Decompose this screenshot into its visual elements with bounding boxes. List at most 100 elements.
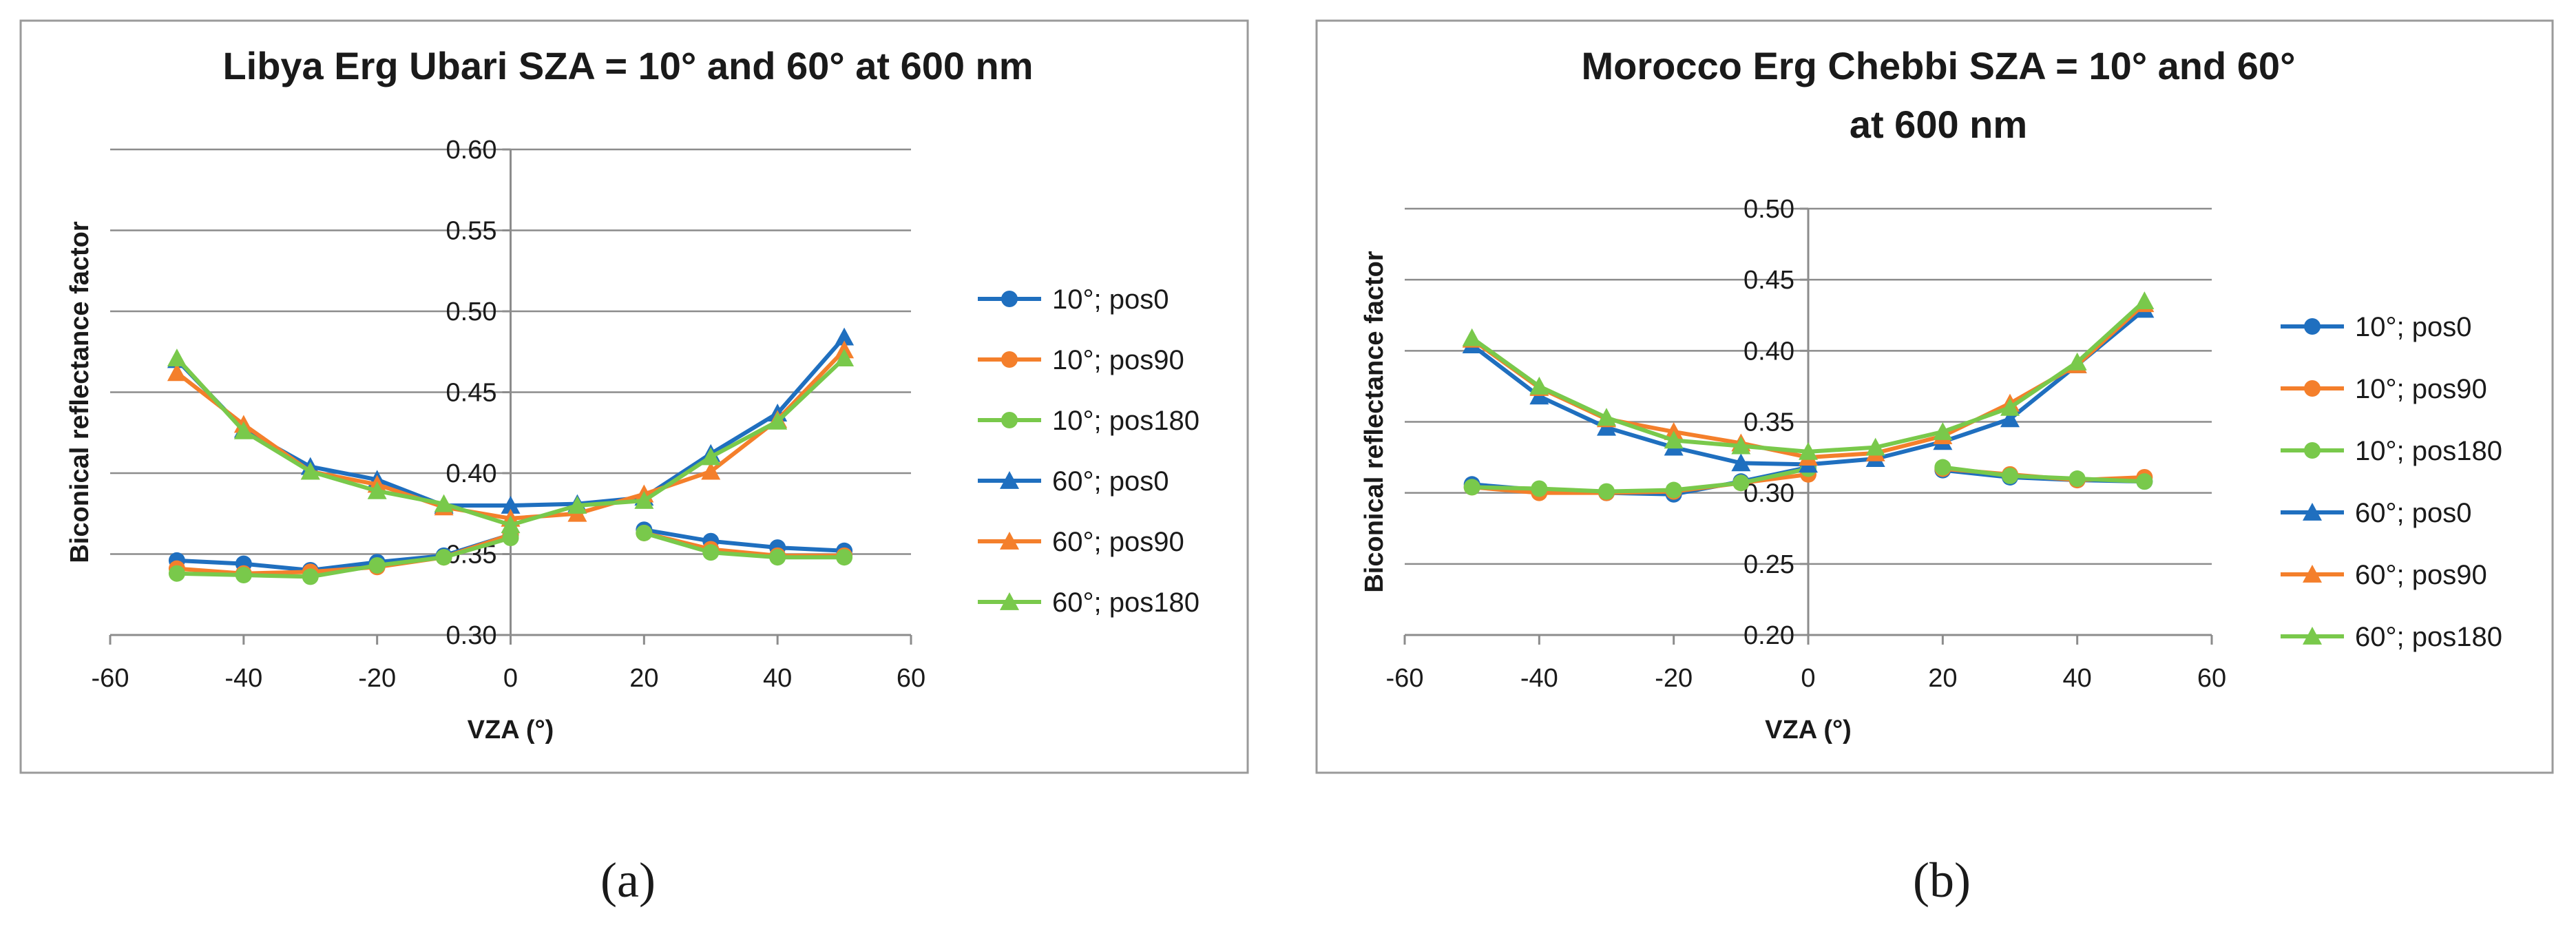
data-point — [701, 461, 721, 480]
x-tick-label: -40 — [224, 664, 262, 693]
x-tick-label: 20 — [629, 664, 658, 693]
data-point — [167, 363, 187, 382]
panel-label-a: (a) — [600, 853, 656, 908]
data-point — [2000, 397, 2020, 416]
data-point — [1934, 459, 1951, 476]
legend-label: 60°; pos0 — [1052, 466, 1169, 497]
legend-label: 10°; pos0 — [1052, 284, 1169, 315]
series-pos180-circle — [1463, 459, 2153, 500]
legend-label: 10°; pos90 — [2355, 374, 2487, 404]
y-tick-label: 0.45 — [446, 379, 497, 408]
series-line — [174, 536, 513, 579]
data-point — [1732, 475, 1750, 492]
chart-frame — [1315, 19, 2554, 774]
y-tick-label: 0.50 — [1743, 195, 1794, 224]
legend-marker — [2303, 627, 2322, 645]
data-point — [501, 515, 521, 534]
x-tick-label: 40 — [763, 664, 792, 693]
data-point — [302, 568, 319, 585]
series-line — [1469, 466, 1810, 494]
series-line — [642, 530, 847, 560]
series-line — [642, 528, 847, 553]
legend-label: 60°; pos0 — [2355, 498, 2471, 528]
x-tick-label: -60 — [92, 664, 129, 693]
y-tick-label: 0.35 — [1743, 408, 1794, 437]
legend-marker — [2304, 380, 2321, 397]
x-tick-label: 40 — [2063, 664, 2092, 693]
data-point — [1463, 479, 1480, 496]
x-tick-label: -60 — [1386, 664, 1424, 693]
series-pos180-triangle — [167, 348, 855, 534]
panel-label-b: (b) — [1913, 853, 1971, 908]
legend-entry: 10°; pos90 — [978, 345, 1184, 375]
legend-marker — [1000, 471, 1019, 489]
y-tick-label: 0.40 — [446, 459, 497, 488]
legend-label: 10°; pos180 — [1052, 406, 1200, 436]
legend-marker — [1000, 592, 1019, 610]
y-tick-label: 0.50 — [446, 298, 497, 326]
data-point — [1731, 453, 1751, 472]
y-tick-label: 0.60 — [446, 136, 497, 165]
chart-frame — [19, 19, 1249, 774]
y-axis-title: Biconical reflectance factor — [65, 221, 94, 563]
x-tick-label: 0 — [503, 664, 518, 693]
data-point — [634, 490, 654, 509]
data-point — [2069, 470, 2086, 488]
legend-entry: 60°; pos90 — [978, 527, 1184, 557]
legend-marker — [1001, 291, 1018, 307]
series-line — [1940, 465, 2147, 484]
y-axis-title: Biconical reflectance factor — [1360, 251, 1389, 593]
data-point — [167, 348, 187, 367]
chart-panel-a: Libya Erg Ubari SZA = 10° and 60° at 600… — [19, 19, 1249, 774]
x-axis-title: VZA (°) — [468, 716, 554, 744]
legend-marker — [2304, 318, 2321, 335]
data-point — [1933, 421, 1953, 440]
data-point — [434, 494, 454, 512]
data-point — [502, 530, 519, 546]
data-point — [1665, 481, 1682, 499]
legend-label: 10°; pos90 — [1052, 345, 1184, 375]
data-point — [636, 524, 653, 541]
legend-entry: 10°; pos0 — [978, 284, 1169, 315]
legend-marker — [1001, 412, 1018, 428]
data-point — [769, 549, 786, 566]
x-tick-label: 0 — [1801, 664, 1815, 693]
data-point — [835, 348, 855, 367]
legend-label: 60°; pos180 — [2355, 622, 2502, 652]
legend-label: 60°; pos180 — [1052, 587, 1200, 618]
data-point — [701, 447, 721, 466]
legend-entry: 60°; pos180 — [978, 587, 1200, 618]
x-tick-label: -40 — [1520, 664, 1558, 693]
legend-entry: 10°; pos180 — [978, 406, 1200, 436]
legend-entry: 10°; pos180 — [2281, 436, 2502, 466]
data-point — [501, 496, 521, 514]
y-tick-label: 0.55 — [446, 217, 497, 246]
x-axis-title: VZA (°) — [1765, 716, 1852, 744]
x-tick-label: 60 — [2197, 664, 2226, 693]
y-tick-label: 0.45 — [1743, 266, 1794, 295]
legend-entry: 10°; pos0 — [2281, 312, 2471, 342]
data-point — [233, 421, 253, 439]
chart-title-line: Morocco Erg Chebbi SZA = 10° and 60° — [1582, 44, 2296, 87]
legend-entry: 10°; pos90 — [2281, 374, 2487, 404]
data-point — [367, 481, 387, 499]
legend-marker — [1001, 351, 1018, 368]
data-point — [768, 411, 788, 430]
data-point — [1799, 441, 1818, 460]
legend-marker — [2303, 565, 2322, 583]
y-tick-label: 0.20 — [1743, 621, 1794, 650]
data-point — [567, 496, 587, 514]
data-point — [2135, 291, 2155, 310]
data-point — [2067, 352, 2087, 371]
legend-label: 10°; pos180 — [2355, 436, 2502, 466]
legend-entry: 60°; pos90 — [2281, 560, 2487, 590]
data-point — [702, 544, 720, 561]
x-tick-label: 20 — [1928, 664, 1957, 693]
chart-panel-b: Morocco Erg Chebbi SZA = 10° and 60° at 6… — [1315, 19, 2554, 774]
data-point — [835, 327, 855, 346]
legend-entry: 60°; pos180 — [2281, 622, 2502, 652]
legend-marker — [2304, 442, 2321, 459]
legend-marker — [2303, 503, 2322, 521]
y-tick-label: 0.25 — [1743, 550, 1794, 579]
